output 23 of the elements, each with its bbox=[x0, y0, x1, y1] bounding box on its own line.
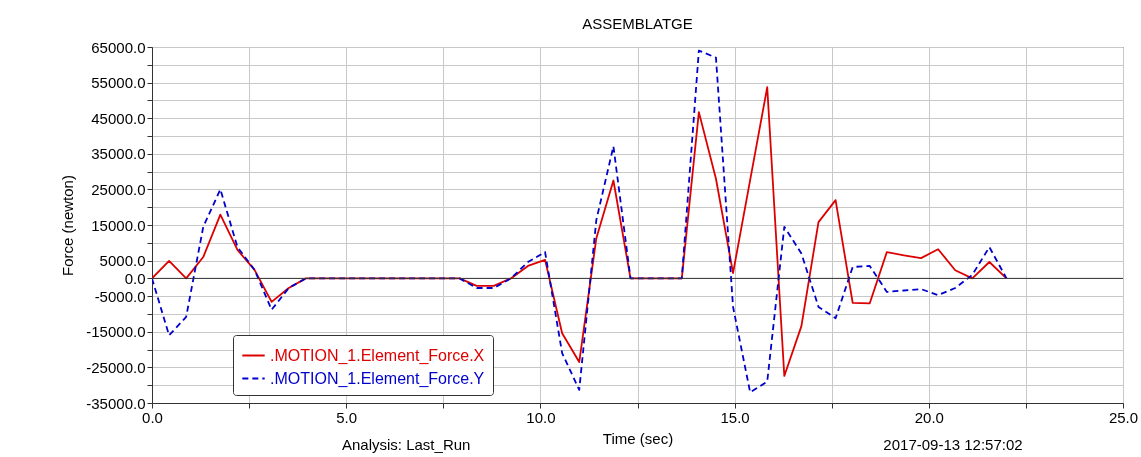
x-tick-label: 5.0 bbox=[336, 408, 358, 426]
text: 2017-09-13 12:57:02 bbox=[883, 436, 1023, 453]
y-tick-label: 5000.0 bbox=[99, 252, 146, 270]
text: Analysis: Last_Run bbox=[342, 436, 471, 453]
y-tick-label: 0.0 bbox=[124, 269, 146, 287]
y-tick-label: -25000.0 bbox=[86, 358, 146, 376]
y-tick-label: 55000.0 bbox=[91, 74, 146, 92]
chart-title: ASSEMBLATGE bbox=[582, 15, 693, 32]
x-tick-label: 20.0 bbox=[914, 408, 944, 426]
legend-label: .MOTION_1.Element_Force.Y bbox=[270, 369, 485, 388]
y-tick-label: 25000.0 bbox=[91, 180, 146, 198]
x-tick-label: 10.0 bbox=[526, 408, 556, 426]
y-tick-label: 45000.0 bbox=[91, 109, 146, 127]
y-tick-label: 65000.0 bbox=[91, 38, 146, 56]
legend-label: .MOTION_1.Element_Force.X bbox=[270, 346, 485, 365]
x-tick-label: 15.0 bbox=[720, 408, 750, 426]
x-axis-title: Time (sec) bbox=[602, 429, 674, 447]
y-tick-label: -15000.0 bbox=[86, 323, 146, 341]
x-tick-label: 25.0 bbox=[1108, 408, 1139, 426]
y-tick-label: -5000.0 bbox=[94, 287, 146, 305]
y-tick-label: 15000.0 bbox=[91, 216, 146, 234]
y-tick-label: 35000.0 bbox=[91, 145, 146, 163]
y-axis-title: Force (newton) bbox=[59, 175, 77, 276]
